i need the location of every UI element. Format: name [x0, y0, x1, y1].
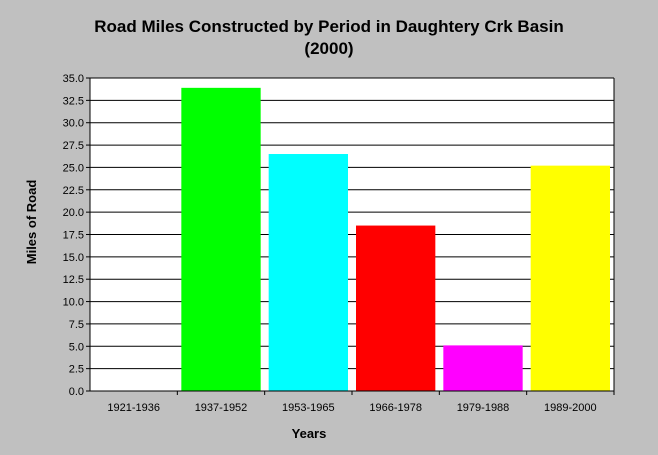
y-tick-label: 27.5 [63, 140, 84, 152]
y-tick-label: 12.5 [63, 274, 84, 286]
x-axis-title: Years [292, 426, 327, 441]
bar-1979-1988 [443, 345, 523, 391]
y-tick-label: 2.5 [69, 364, 84, 376]
bars [181, 87, 610, 391]
x-tick-label: 1989-2000 [544, 402, 597, 414]
y-tick-label: 32.5 [63, 95, 84, 107]
y-tick-label: 20.0 [63, 207, 84, 219]
x-tick-label: 1921-1936 [107, 402, 160, 414]
chart-subtitle: (2000) [304, 39, 353, 58]
y-tick-label: 0.0 [69, 386, 84, 398]
y-tick-label: 30.0 [63, 118, 84, 130]
gridlines [90, 77, 614, 370]
x-tick-label: 1953-1965 [282, 402, 335, 414]
y-tick-label: 10.0 [63, 297, 84, 309]
y-tick-label: 35.0 [63, 73, 84, 85]
x-tick-label: 1966-1978 [369, 402, 422, 414]
y-tick-label: 5.0 [69, 341, 84, 353]
axes: 0.0 2.5 5.0 7.5 10.0 12.5 15.0 17.5 20.0 22.5 25.0… [63, 73, 615, 414]
x-tick-label: 1937-1952 [195, 402, 248, 414]
bar-1989-2000 [530, 165, 610, 391]
bar-1953-1965 [268, 154, 348, 391]
bar-1937-1952 [181, 87, 261, 391]
y-tick-label: 15.0 [63, 252, 84, 264]
y-axis-title: Miles of Road [24, 180, 39, 265]
y-tick-label: 17.5 [63, 230, 84, 242]
y-tick-label: 7.5 [69, 319, 84, 331]
chart-title: Road Miles Constructed by Period in Daug… [94, 17, 563, 36]
bar-1966-1978 [356, 225, 436, 391]
y-tick-label: 22.5 [63, 185, 84, 197]
y-tick-label: 25.0 [63, 162, 84, 174]
x-tick-label: 1979-1988 [457, 402, 510, 414]
